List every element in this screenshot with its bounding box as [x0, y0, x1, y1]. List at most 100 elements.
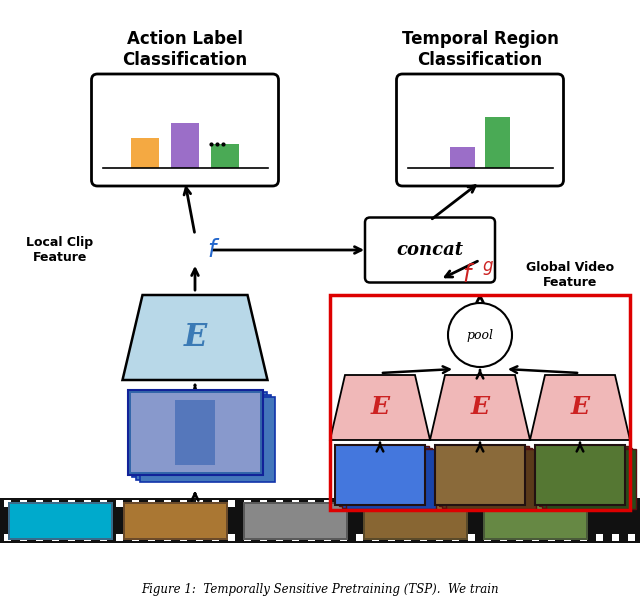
Bar — [335, 445, 425, 505]
Bar — [175, 400, 215, 465]
Bar — [52, 534, 59, 541]
Bar — [538, 448, 622, 502]
Bar — [4, 534, 11, 541]
Bar — [132, 534, 139, 541]
Polygon shape — [530, 375, 630, 440]
Bar — [10, 504, 111, 538]
Bar — [436, 500, 443, 507]
Bar — [116, 534, 123, 541]
Bar — [148, 534, 155, 541]
Bar — [516, 500, 523, 507]
Polygon shape — [122, 295, 268, 380]
Bar — [484, 500, 491, 507]
Bar — [84, 500, 91, 507]
Bar — [116, 500, 123, 507]
Bar — [212, 534, 219, 541]
Bar — [436, 534, 443, 541]
Bar — [330, 295, 630, 510]
Bar — [548, 534, 555, 541]
Bar — [164, 500, 171, 507]
Bar — [542, 448, 632, 508]
Bar — [292, 500, 299, 507]
Bar — [245, 504, 346, 538]
Bar — [612, 534, 619, 541]
Bar — [244, 500, 251, 507]
Bar — [404, 500, 411, 507]
Text: Action Label
Classification: Action Label Classification — [122, 30, 248, 69]
Bar — [538, 446, 628, 507]
Bar — [123, 501, 228, 540]
Text: E: E — [470, 395, 490, 420]
Bar — [128, 390, 263, 475]
Bar — [260, 534, 267, 541]
Text: Figure 1:  Temporally Sensitive Pretraining (TSP).  We train: Figure 1: Temporally Sensitive Pretraini… — [141, 583, 499, 596]
Circle shape — [448, 303, 512, 367]
Bar — [0, 498, 640, 543]
Bar — [276, 500, 283, 507]
Bar — [308, 534, 315, 541]
Bar — [324, 500, 331, 507]
Bar — [365, 504, 466, 538]
Bar — [452, 534, 459, 541]
Bar — [131, 392, 266, 477]
Bar — [564, 500, 571, 507]
Bar — [68, 534, 75, 541]
Bar — [628, 534, 635, 541]
Bar — [363, 501, 468, 540]
Bar — [20, 500, 27, 507]
Bar — [4, 500, 11, 507]
Text: pool: pool — [467, 328, 493, 342]
Bar — [346, 449, 435, 509]
Bar — [125, 504, 226, 538]
Polygon shape — [430, 375, 530, 440]
Bar — [196, 534, 203, 541]
Bar — [483, 501, 588, 540]
Bar — [260, 500, 267, 507]
Bar — [404, 534, 411, 541]
FancyBboxPatch shape — [365, 217, 495, 283]
Bar — [127, 390, 262, 475]
Bar — [484, 534, 491, 541]
Bar — [68, 500, 75, 507]
Bar — [140, 397, 275, 482]
Bar — [452, 500, 459, 507]
Bar — [420, 500, 427, 507]
Bar — [36, 500, 43, 507]
Bar — [180, 500, 187, 507]
Bar — [338, 448, 422, 502]
Bar — [243, 501, 348, 540]
Bar — [580, 500, 587, 507]
Bar — [535, 445, 625, 505]
Bar — [388, 534, 395, 541]
Bar — [131, 138, 159, 168]
Bar — [324, 534, 331, 541]
Text: Temporal Region
Classification: Temporal Region Classification — [401, 30, 559, 69]
Bar — [356, 534, 363, 541]
Bar — [596, 500, 603, 507]
Bar — [545, 449, 636, 509]
Bar — [131, 393, 260, 472]
Bar — [340, 500, 347, 507]
Bar — [516, 534, 523, 541]
Bar — [442, 448, 532, 508]
Bar — [339, 446, 429, 507]
Text: Local Clip
Feature: Local Clip Feature — [26, 236, 93, 264]
Bar — [52, 500, 59, 507]
Bar — [132, 500, 139, 507]
Bar — [36, 534, 43, 541]
FancyBboxPatch shape — [397, 74, 563, 186]
Bar — [468, 534, 475, 541]
Bar — [420, 534, 427, 541]
Bar — [532, 500, 539, 507]
Bar — [136, 395, 271, 480]
Text: E: E — [184, 322, 207, 353]
Bar — [445, 449, 536, 509]
Bar — [580, 534, 587, 541]
Bar — [228, 500, 235, 507]
Bar — [228, 534, 235, 541]
Bar — [276, 534, 283, 541]
Bar — [438, 448, 522, 502]
Bar — [468, 500, 475, 507]
Bar — [244, 534, 251, 541]
Bar — [212, 500, 219, 507]
